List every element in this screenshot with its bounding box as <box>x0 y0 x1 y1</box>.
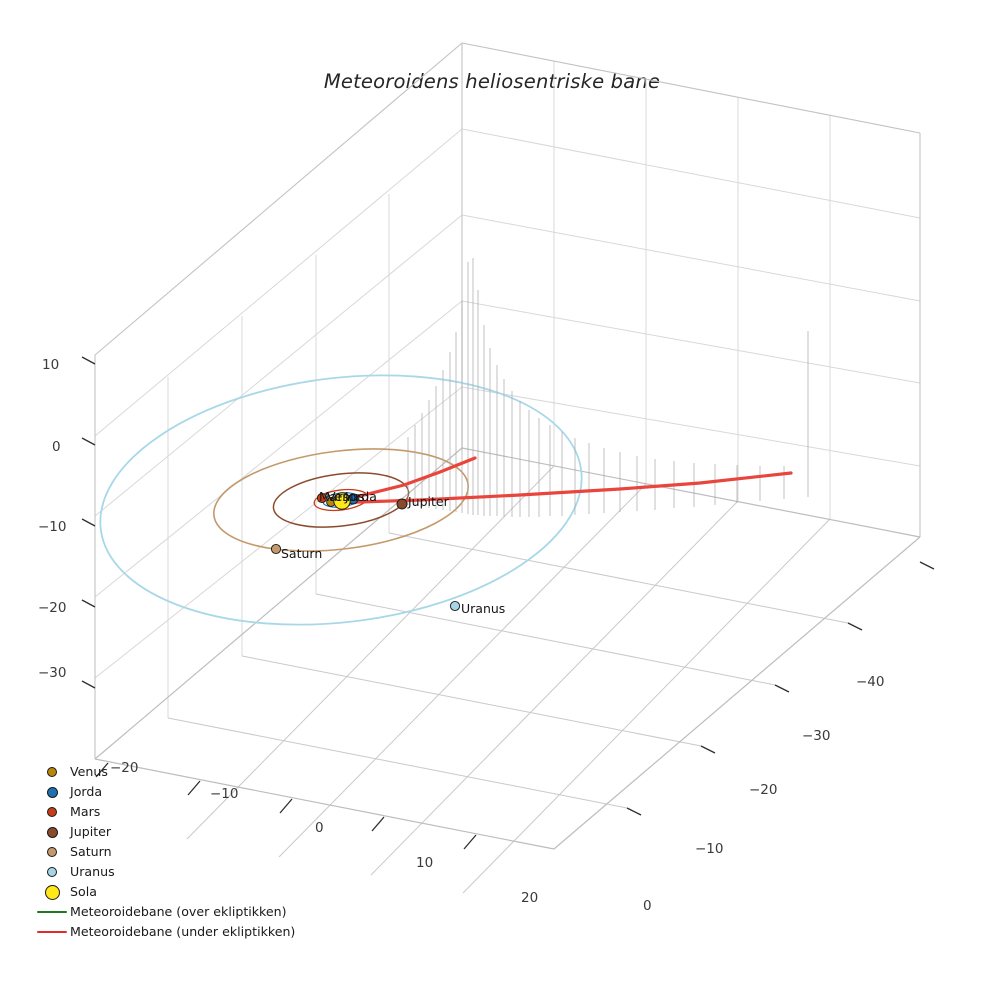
y-tick-label: −10 <box>695 841 724 857</box>
pane-left-gridlines <box>94 128 463 718</box>
red-line-icon <box>34 930 70 934</box>
marker-sola <box>333 492 351 510</box>
pane-right-edges <box>461 42 921 537</box>
legend-item-saturn[interactable]: Saturn <box>34 842 334 862</box>
legend: Venus Jorda Mars Jupiter Saturn <box>34 762 334 942</box>
legend-label: Saturn <box>70 844 112 859</box>
y-tick-label: −40 <box>856 674 885 690</box>
z-tick-label: −30 <box>38 665 67 681</box>
orbit-jupiter <box>272 472 410 528</box>
legend-label: Uranus <box>70 864 115 879</box>
legend-item-jorda[interactable]: Jorda <box>34 782 334 802</box>
jorda-marker-icon <box>34 786 70 798</box>
y-tick-label: 0 <box>643 898 652 914</box>
marker-uranus <box>449 600 461 612</box>
legend-item-venus[interactable]: Venus <box>34 762 334 782</box>
legend-item-uranus[interactable]: Uranus <box>34 862 334 882</box>
legend-label: Sola <box>70 884 97 899</box>
z-tick-label: 0 <box>52 439 61 455</box>
saturn-marker-icon <box>34 847 70 857</box>
green-line-icon <box>34 910 70 914</box>
annotation-venus: Venus <box>327 489 365 504</box>
sola-marker-icon <box>34 884 70 900</box>
marker-saturn <box>270 543 282 555</box>
legend-label: Meteoroidebane (over ekliptikken) <box>70 904 287 919</box>
x-tick-label: 10 <box>416 855 434 871</box>
annotation-uranus: Uranus <box>461 601 506 616</box>
marker-jupiter <box>396 498 408 510</box>
orbit-uranus <box>99 374 583 626</box>
planet-markers <box>270 492 461 612</box>
legend-item-under-ekliptikken[interactable]: Meteoroidebane (under ekliptikken) <box>34 922 334 942</box>
pane-right-gridlines <box>461 61 921 519</box>
mars-marker-icon <box>34 807 70 817</box>
y-tick-label: −20 <box>749 782 778 798</box>
z-tick-label: −10 <box>38 519 67 535</box>
legend-label: Jorda <box>70 784 103 799</box>
pane-floor-gridlines <box>167 465 849 894</box>
venus-marker-icon <box>34 767 70 777</box>
uranus-marker-icon <box>34 867 70 877</box>
annotation-saturn: Saturn <box>281 546 323 561</box>
x-tick-label: 0 <box>315 820 324 836</box>
legend-label: Jupiter <box>70 824 112 839</box>
legend-label: Mars <box>70 804 101 819</box>
legend-item-jupiter[interactable]: Jupiter <box>34 822 334 842</box>
annotation-jorda: Jorda <box>345 489 377 504</box>
x-tick-label: 20 <box>521 890 539 906</box>
x-tick-label: −10 <box>210 786 239 802</box>
orbit-mars <box>313 488 369 512</box>
legend-item-over-ekliptikken[interactable]: Meteoroidebane (over ekliptikken) <box>34 902 334 922</box>
z-tick-label: 10 <box>42 357 60 373</box>
annotation-mars: Mars <box>319 489 350 504</box>
y-tick-label: −30 <box>802 728 831 744</box>
page-title: Meteoroidens heliosentriske bane <box>323 70 661 93</box>
z-tick-label: −20 <box>38 600 67 616</box>
legend-item-mars[interactable]: Mars <box>34 802 334 822</box>
legend-label: Venus <box>70 764 108 779</box>
jupiter-marker-icon <box>34 826 70 838</box>
legend-label: Meteoroidebane (under ekliptikken) <box>70 924 296 939</box>
legend-item-sola[interactable]: Sola <box>34 882 334 902</box>
marker-mars <box>316 492 328 504</box>
annotation-jupiter: Jupiter <box>408 494 449 509</box>
axis-ticks <box>81 356 935 850</box>
x-tick-label: −20 <box>110 760 139 776</box>
pane-left-edges <box>94 42 463 759</box>
